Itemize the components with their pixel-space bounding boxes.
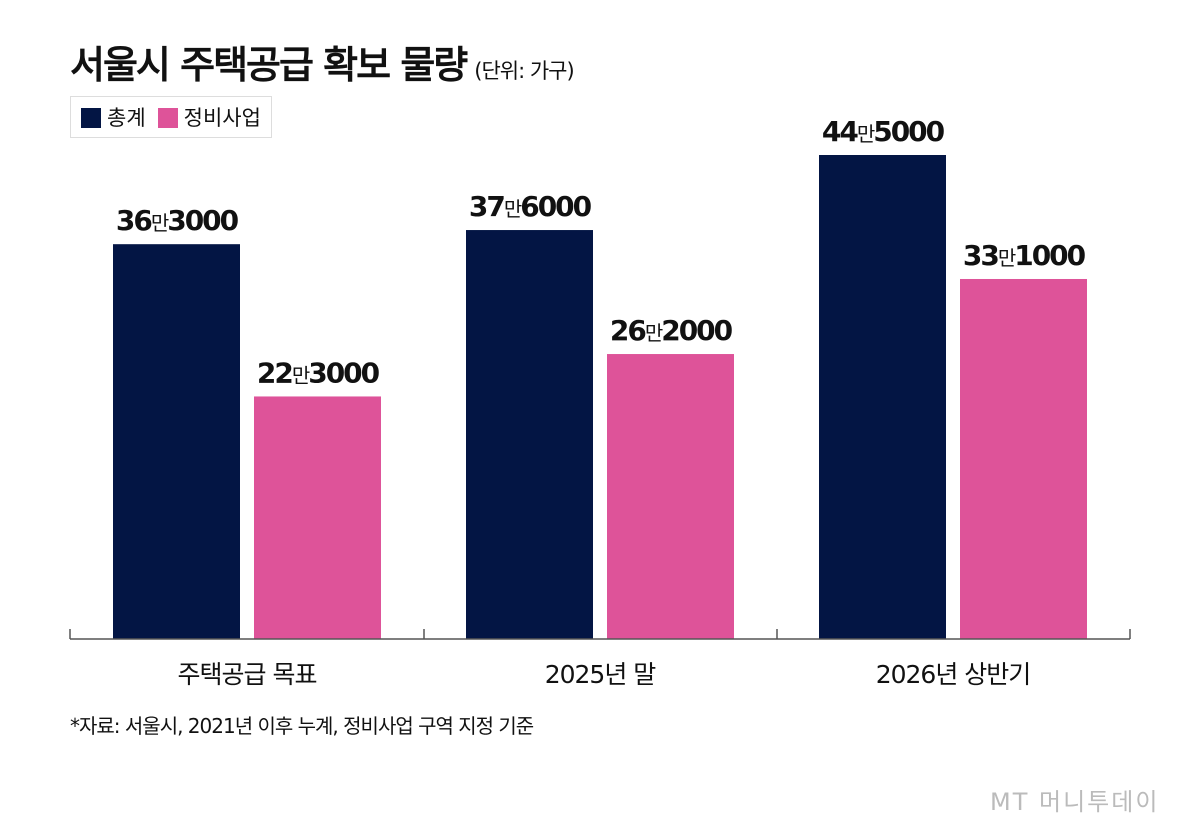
x-tick-label: 2026년 상반기 <box>876 660 1031 689</box>
legend-label: 총계 <box>107 106 146 130</box>
bar <box>254 396 381 639</box>
chart-title: 서울시 주택공급 확보 물량 (단위: 가구) <box>70 34 575 89</box>
bar <box>113 244 240 639</box>
data-label: 44만5000 <box>822 115 945 148</box>
title-text: 서울시 주택공급 확보 물량 <box>70 43 468 87</box>
unit-label: (단위: 가구) <box>474 59 574 83</box>
data-label: 22만3000 <box>257 356 380 389</box>
bar <box>819 155 946 639</box>
legend-item-total: 총계 <box>81 102 146 132</box>
legend-swatch <box>81 108 101 128</box>
legend: 총계 정비사업 <box>70 96 272 138</box>
legend-label: 정비사업 <box>183 106 261 130</box>
bar <box>607 354 734 639</box>
source-note: *자료: 서울시, 2021년 이후 누계, 정비사업 구역 지정 기준 <box>70 714 534 738</box>
data-label: 36만3000 <box>116 204 239 237</box>
bar <box>466 230 593 640</box>
legend-item-redev: 정비사업 <box>157 102 261 132</box>
data-label: 37만6000 <box>469 190 592 223</box>
legend-swatch <box>157 108 178 128</box>
x-tick-label: 주택공급 목표 <box>178 660 317 689</box>
logo: MT 머니투데이 <box>990 788 1160 816</box>
data-label: 33만1000 <box>963 239 1086 272</box>
bar <box>960 278 1087 639</box>
x-tick-label: 2025년 말 <box>545 660 657 689</box>
data-label: 26만2000 <box>610 314 733 347</box>
